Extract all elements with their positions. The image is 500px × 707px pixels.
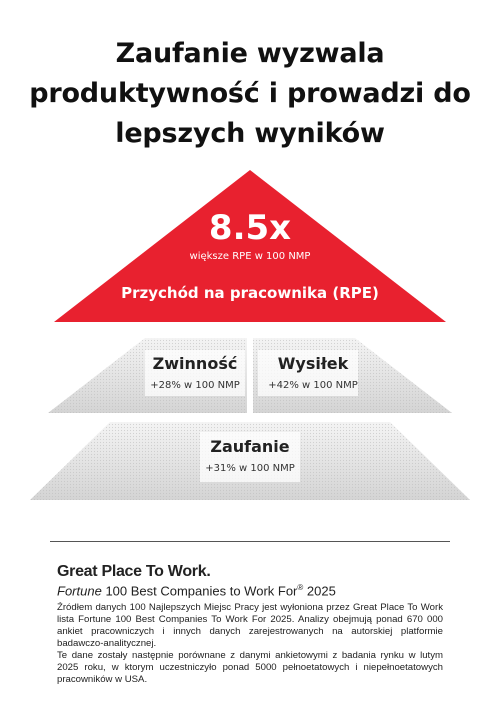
bottom-label-panel xyxy=(200,432,300,482)
middle-left-label-panel xyxy=(145,350,245,396)
agility-subtitle: +28% w 100 NMP xyxy=(150,380,240,391)
list-name: Fortune 100 Best Companies to Work For® … xyxy=(57,583,336,598)
effort-subtitle: +42% w 100 NMP xyxy=(268,380,358,391)
rpe-label: Przychód na pracownika (RPE) xyxy=(121,284,379,302)
agility-title: Zwinność xyxy=(152,354,238,373)
pyramid-top-triangle xyxy=(54,170,446,322)
methodology-text: Źródłem danych 100 Najlepszych Miejsc Pr… xyxy=(57,602,443,686)
trust-subtitle: +31% w 100 NMP xyxy=(205,463,295,474)
trust-block: Zaufanie +31% w 100 NMP xyxy=(195,436,305,476)
methodology-paragraph-1: Źródłem danych 100 Najlepszych Miejsc Pr… xyxy=(57,602,443,649)
list-name-rest: 100 Best Companies to Work For xyxy=(105,583,298,599)
rpe-multiplier-value: 8.5x xyxy=(208,208,292,248)
rpe-multiplier-subtitle: większe RPE w 100 NMP xyxy=(189,251,311,262)
footer-divider xyxy=(50,541,450,542)
title-line-3: lepszych wyników xyxy=(115,118,385,149)
list-year: 2025 xyxy=(306,583,336,599)
effort-block: Wysiłek +42% w 100 NMP xyxy=(258,353,368,393)
pyramid-diagram xyxy=(30,170,470,500)
methodology-paragraph-2: Te dane zostały następnie porównane z da… xyxy=(57,650,443,685)
effort-title: Wysiłek xyxy=(277,354,349,373)
page-title: Zaufanie wyzwala produktywność i prowadz… xyxy=(20,34,480,154)
title-line-2: produktywność i prowadzi do xyxy=(29,78,471,109)
registered-mark: ® xyxy=(297,583,304,592)
agility-block: Zwinność +28% w 100 NMP xyxy=(140,353,250,393)
brand-logo-text: Great Place To Work. xyxy=(57,563,211,580)
middle-right-label-panel xyxy=(258,350,358,396)
list-name-italic: Fortune xyxy=(57,583,102,599)
title-line-1: Zaufanie wyzwala xyxy=(115,38,385,69)
trust-title: Zaufanie xyxy=(210,437,290,456)
